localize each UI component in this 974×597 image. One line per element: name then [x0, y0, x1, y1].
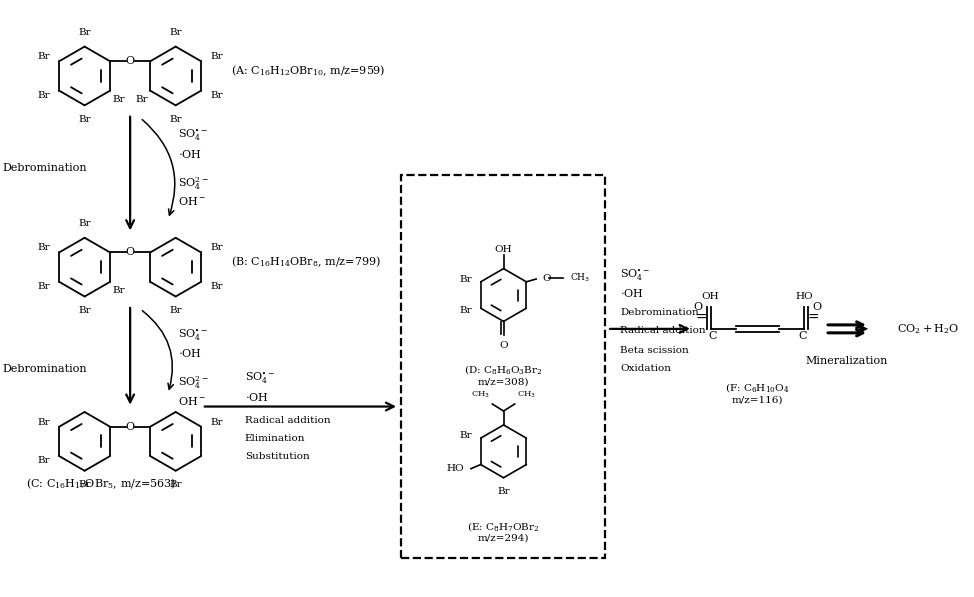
Text: $\mathregular{OH^-}$: $\mathregular{OH^-}$ — [178, 395, 206, 407]
Text: (B: $\mathregular{C_{16}H_{14}OBr_{8}}$, m/z=799): (B: $\mathregular{C_{16}H_{14}OBr_{8}}$,… — [231, 255, 381, 269]
Text: $\mathregular{SO_4^{\bullet -}}$: $\mathregular{SO_4^{\bullet -}}$ — [620, 267, 650, 283]
Text: Substitution: Substitution — [244, 452, 310, 461]
Text: HO: HO — [796, 291, 813, 300]
Text: Br: Br — [37, 456, 50, 465]
Text: Elimination: Elimination — [244, 434, 305, 443]
Text: Br: Br — [169, 306, 182, 315]
Text: Br: Br — [210, 244, 223, 253]
Text: (C: $\mathregular{C_{16}H_{17}OBr_{5}}$, m/z=563): (C: $\mathregular{C_{16}H_{17}OBr_{5}}$,… — [26, 476, 176, 491]
Text: $\mathregular{\cdot OH}$: $\mathregular{\cdot OH}$ — [178, 347, 202, 359]
Text: $\mathregular{SO_4^{\bullet -}}$: $\mathregular{SO_4^{\bullet -}}$ — [178, 327, 207, 343]
Text: Br: Br — [210, 52, 223, 61]
Text: Debromination: Debromination — [620, 309, 698, 318]
Text: Oxidation: Oxidation — [620, 364, 671, 373]
Text: Br: Br — [210, 282, 223, 291]
Text: OH: OH — [702, 291, 720, 300]
Text: CH$_3$: CH$_3$ — [516, 390, 536, 400]
Text: Br: Br — [112, 95, 125, 104]
Text: $\mathregular{\cdot OH}$: $\mathregular{\cdot OH}$ — [178, 147, 202, 159]
Text: O: O — [126, 56, 134, 66]
Text: $\mathregular{SO_4^{2-}}$: $\mathregular{SO_4^{2-}}$ — [178, 374, 208, 391]
Text: (E: $\mathregular{C_8H_7OBr_2}$
m/z=294): (E: $\mathregular{C_8H_7OBr_2}$ m/z=294) — [468, 519, 540, 543]
Text: O: O — [693, 302, 702, 312]
Text: $\mathregular{SO_4^{2-}}$: $\mathregular{SO_4^{2-}}$ — [178, 175, 208, 192]
Text: Br: Br — [78, 219, 91, 229]
Text: Br: Br — [37, 244, 50, 253]
Text: Br: Br — [169, 480, 182, 489]
FancyArrowPatch shape — [142, 119, 174, 215]
Text: =: = — [695, 311, 707, 325]
Text: O: O — [500, 341, 507, 350]
Text: $\mathregular{OH^-}$: $\mathregular{OH^-}$ — [178, 195, 206, 207]
Text: Br: Br — [459, 275, 471, 284]
Text: Br: Br — [210, 91, 223, 100]
Text: O: O — [543, 273, 551, 282]
Text: (F: $\mathregular{C_6H_{10}O_4}$
m/z=116): (F: $\mathregular{C_6H_{10}O_4}$ m/z=116… — [726, 381, 790, 404]
Text: C: C — [798, 331, 806, 341]
Text: Br: Br — [78, 480, 91, 489]
Text: (D: $\mathregular{C_8H_6O_3Br_2}$
m/z=308): (D: $\mathregular{C_8H_6O_3Br_2}$ m/z=30… — [465, 363, 543, 387]
Text: Br: Br — [135, 95, 148, 104]
Text: $\mathregular{\cdot OH}$: $\mathregular{\cdot OH}$ — [620, 287, 644, 299]
Text: O: O — [126, 421, 134, 432]
Text: $\mathregular{SO_4^{\bullet -}}$: $\mathregular{SO_4^{\bullet -}}$ — [178, 128, 207, 143]
Text: $\mathregular{\cdot OH}$: $\mathregular{\cdot OH}$ — [244, 390, 269, 402]
Text: Br: Br — [112, 286, 125, 295]
Text: $\mathregular{CO_2 + H_2O}$: $\mathregular{CO_2 + H_2O}$ — [897, 322, 959, 336]
Text: Beta scission: Beta scission — [620, 346, 689, 355]
Text: Br: Br — [169, 28, 182, 37]
Text: Br: Br — [78, 115, 91, 124]
Text: OH: OH — [495, 245, 512, 254]
Text: Br: Br — [78, 28, 91, 37]
Text: =: = — [807, 311, 819, 325]
Text: Br: Br — [459, 306, 471, 315]
Text: CH$_3$: CH$_3$ — [570, 272, 590, 284]
FancyArrowPatch shape — [142, 310, 173, 389]
Text: Br: Br — [37, 91, 50, 100]
Text: O: O — [126, 247, 134, 257]
Text: HO: HO — [446, 464, 464, 473]
Text: Br: Br — [210, 417, 223, 427]
Text: Debromination: Debromination — [3, 364, 88, 374]
Text: Br: Br — [37, 52, 50, 61]
Text: Radical addition: Radical addition — [244, 416, 330, 425]
Text: $\mathregular{SO_4^{\bullet -}}$: $\mathregular{SO_4^{\bullet -}}$ — [244, 371, 275, 386]
Text: CH$_3$: CH$_3$ — [471, 390, 490, 400]
Text: Br: Br — [459, 431, 471, 440]
Text: (A: $\mathregular{C_{16}H_{12}OBr_{10}}$, m/z=959): (A: $\mathregular{C_{16}H_{12}OBr_{10}}$… — [231, 64, 386, 78]
Text: Br: Br — [497, 487, 509, 496]
Text: O: O — [812, 302, 822, 312]
Text: Radical addition: Radical addition — [620, 327, 705, 336]
Text: C: C — [708, 331, 717, 341]
Text: Br: Br — [169, 115, 182, 124]
Text: Mineralization: Mineralization — [805, 356, 888, 366]
Text: Br: Br — [37, 417, 50, 427]
Text: Br: Br — [37, 282, 50, 291]
Text: Br: Br — [78, 306, 91, 315]
Text: Debromination: Debromination — [3, 162, 88, 173]
Bar — [401, 174, 605, 558]
